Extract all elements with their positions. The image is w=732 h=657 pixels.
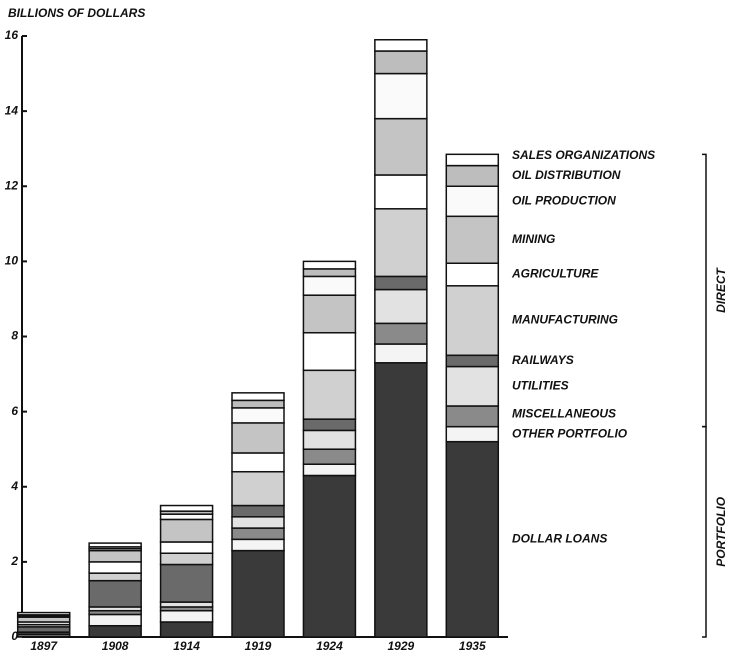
bar-segment	[159, 563, 214, 603]
bar-segment	[374, 343, 428, 364]
legend-label: RAILWAYS	[512, 353, 574, 367]
bar-segment	[159, 541, 214, 554]
bar-segment	[445, 354, 500, 368]
y-tick-label: 16	[5, 28, 19, 42]
y-tick-label: 0	[11, 629, 18, 643]
bar-segment	[159, 513, 214, 521]
x-tick-label: 1897	[30, 639, 58, 653]
legend-label: OTHER PORTFOLIO	[512, 426, 628, 440]
legend-label: DOLLAR LOANS	[512, 532, 607, 546]
bar-segment	[231, 392, 285, 402]
bar-segment	[88, 624, 142, 638]
bar-segment	[302, 463, 357, 477]
bar-segment	[231, 527, 285, 541]
bar-segment	[302, 294, 357, 334]
bar-segment	[374, 174, 428, 210]
bar-segment	[231, 399, 285, 409]
bar-segment	[88, 572, 142, 582]
y-axis-label: BILLIONS OF DOLLARS	[8, 6, 145, 20]
legend-label: AGRICULTURE	[511, 267, 599, 281]
legend-label: SALES ORGANIZATIONS	[512, 148, 655, 162]
bar-segment	[231, 470, 285, 507]
bar-segment	[88, 549, 142, 563]
bar-segment	[374, 39, 428, 52]
bar-segment	[374, 117, 428, 176]
bar-segment	[231, 422, 285, 454]
bar-segment	[159, 504, 214, 512]
bar-segment	[16, 611, 71, 616]
bar-segment	[374, 362, 428, 638]
bar-segment	[445, 153, 500, 167]
y-tick-label: 8	[11, 329, 18, 343]
bar-segment	[374, 208, 428, 278]
x-tick-label: 1935	[459, 639, 486, 653]
y-tick-label: 2	[10, 554, 18, 568]
bar-segment	[445, 405, 500, 428]
bar-segment	[445, 425, 500, 443]
y-tick-label: 4	[10, 479, 18, 493]
bar-segment	[231, 538, 285, 552]
legend-label: UTILITIES	[512, 378, 569, 392]
group-bracket	[702, 425, 707, 638]
y-tick-label: 14	[5, 103, 19, 117]
bar-segment	[231, 549, 285, 638]
bar-segment	[302, 268, 357, 278]
bar-segment	[445, 285, 500, 357]
bar-segment	[302, 448, 357, 465]
x-tick-label: 1924	[316, 639, 343, 653]
legend-label: OIL DISTRIBUTION	[512, 168, 621, 182]
bar-segment	[231, 516, 285, 529]
bar-segment	[302, 260, 357, 270]
bar-segment	[88, 561, 142, 574]
legend-label: MINING	[512, 232, 555, 246]
bar-segment	[302, 331, 357, 372]
y-tick-label: 6	[11, 404, 18, 418]
bar-segment	[16, 626, 71, 633]
legend-label: OIL PRODUCTION	[512, 193, 616, 207]
bar-segment	[88, 579, 142, 608]
x-tick-label: 1929	[388, 639, 415, 653]
bar-segment	[374, 322, 428, 345]
x-tick-label: 1908	[102, 639, 129, 653]
bar-segment	[302, 275, 357, 296]
bar-segment	[231, 504, 285, 518]
group-bracket	[702, 153, 707, 428]
x-tick-label: 1919	[245, 639, 272, 653]
bar-segment	[445, 185, 500, 218]
bar-segment	[374, 50, 428, 75]
bar-segment	[159, 621, 214, 638]
group-label: PORTFOLIO	[714, 496, 728, 566]
bar-segment	[302, 474, 357, 638]
bar-segment	[445, 440, 500, 638]
bar-segment	[374, 72, 428, 120]
group-label: DIRECT	[714, 266, 728, 312]
legend-label: MANUFACTURING	[512, 313, 618, 327]
y-tick-label: 12	[5, 178, 19, 192]
y-tick-label: 10	[5, 254, 19, 268]
bar-segment	[445, 215, 500, 265]
bar-segment	[231, 407, 285, 424]
bar-segment	[374, 275, 428, 291]
bar-segment	[302, 429, 357, 450]
bar-segment	[231, 452, 285, 473]
x-tick-label: 1914	[173, 639, 200, 653]
bar-segment	[88, 542, 142, 548]
bar-segment	[302, 369, 357, 420]
bar-segment	[159, 552, 214, 566]
bar-segment	[88, 613, 142, 627]
bar-segment	[445, 262, 500, 287]
bar-segment	[302, 418, 357, 432]
bar-segment	[445, 365, 500, 407]
legend-label: MISCELLANEOUS	[512, 406, 616, 420]
bar-segment	[374, 288, 428, 325]
bar-segment	[445, 164, 500, 187]
bar-segment	[159, 518, 214, 543]
bar-segment	[159, 609, 214, 623]
